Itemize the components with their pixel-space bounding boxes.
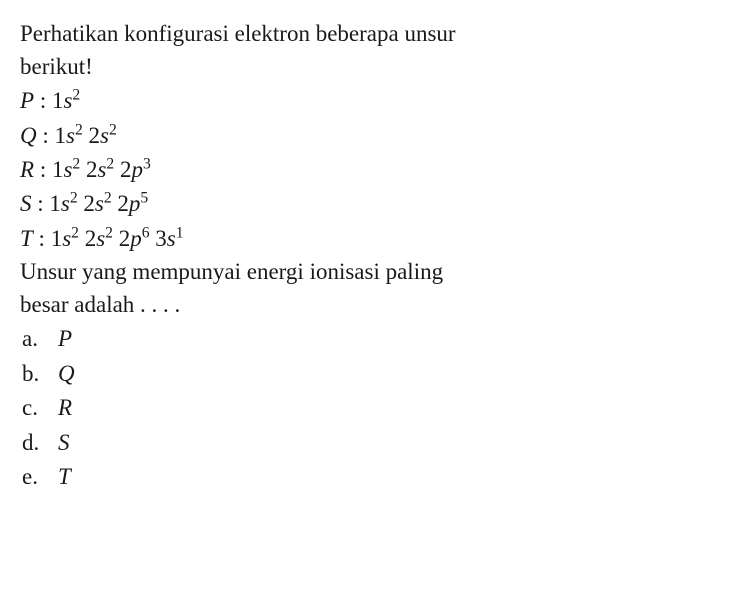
- config-line-t: T : 1s2 2s2 2p6 3s1: [20, 222, 730, 255]
- option-value: T: [58, 464, 71, 489]
- config-term: 2s2: [89, 123, 117, 148]
- config-term: 1s2: [52, 157, 80, 182]
- config-label: S: [20, 191, 32, 216]
- config-term: 1s2: [52, 88, 80, 113]
- options-container: a.Pb.Qc.Rd.Se.T: [20, 322, 730, 493]
- config-term: 1s2: [55, 123, 83, 148]
- config-line-r: R : 1s2 2s2 2p3: [20, 153, 730, 186]
- config-term: 2p5: [117, 191, 148, 216]
- config-line-p: P : 1s2: [20, 84, 730, 117]
- option-letter: e.: [22, 460, 58, 493]
- config-label: R: [20, 157, 34, 182]
- config-term: 2s2: [85, 226, 113, 251]
- option-a: a.P: [20, 322, 730, 355]
- configs-container: P : 1s2Q : 1s2 2s2R : 1s2 2s2 2p3S : 1s2…: [20, 84, 730, 255]
- config-term: 2s2: [86, 157, 114, 182]
- config-line-s: S : 1s2 2s2 2p5: [20, 187, 730, 220]
- config-colon: :: [37, 123, 55, 148]
- config-colon: :: [32, 191, 50, 216]
- config-term: 1s2: [51, 226, 79, 251]
- config-label: Q: [20, 123, 37, 148]
- config-colon: :: [34, 157, 52, 182]
- option-value: S: [58, 430, 70, 455]
- intro-line-1: Perhatikan konfigurasi elektron beberapa…: [20, 18, 730, 50]
- option-letter: d.: [22, 426, 58, 459]
- option-e: e.T: [20, 460, 730, 493]
- option-value: R: [58, 395, 72, 420]
- config-colon: :: [33, 226, 51, 251]
- config-term: 2p6: [119, 226, 150, 251]
- config-label: P: [20, 88, 34, 113]
- config-term: 2p3: [120, 157, 151, 182]
- question-line-1: Unsur yang mempunyai energi ionisasi pal…: [20, 256, 730, 288]
- intro-line-2: berikut!: [20, 51, 730, 83]
- config-line-q: Q : 1s2 2s2: [20, 119, 730, 152]
- option-value: Q: [58, 361, 75, 386]
- question-line-2: besar adalah . . . .: [20, 289, 730, 321]
- config-term: 3s1: [155, 226, 183, 251]
- option-letter: a.: [22, 322, 58, 355]
- option-value: P: [58, 326, 72, 351]
- option-c: c.R: [20, 391, 730, 424]
- option-letter: c.: [22, 391, 58, 424]
- config-label: T: [20, 226, 33, 251]
- config-term: 1s2: [49, 191, 77, 216]
- option-d: d.S: [20, 426, 730, 459]
- option-b: b.Q: [20, 357, 730, 390]
- config-term: 2s2: [83, 191, 111, 216]
- config-colon: :: [34, 88, 52, 113]
- option-letter: b.: [22, 357, 58, 390]
